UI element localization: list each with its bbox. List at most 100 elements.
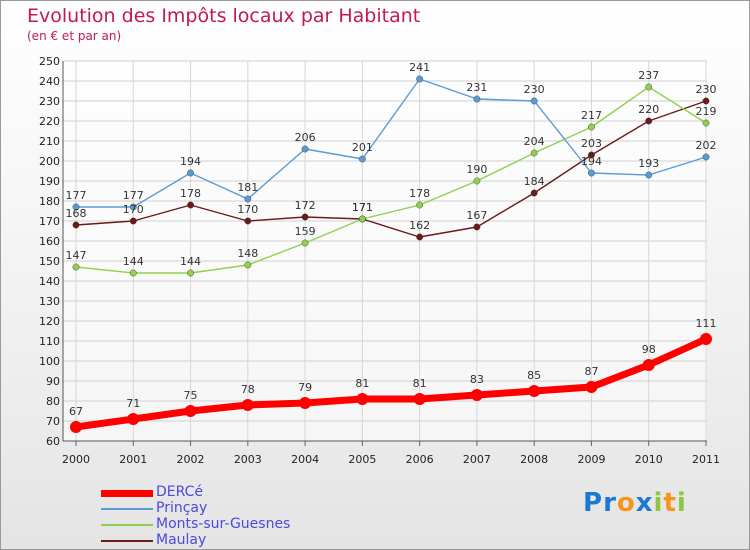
- data-label: 184: [524, 175, 545, 188]
- data-label: 87: [584, 365, 598, 378]
- data-label: 167: [466, 209, 487, 222]
- data-label: 230: [524, 83, 545, 96]
- data-point: [530, 149, 538, 157]
- data-label: 144: [123, 255, 144, 268]
- data-point: [473, 95, 481, 103]
- data-point: [301, 213, 309, 221]
- data-label: 85: [527, 369, 541, 382]
- y-tick-label: 210: [39, 135, 60, 148]
- x-tick-label: 2001: [119, 453, 147, 466]
- data-label: 237: [638, 69, 659, 82]
- data-label: 67: [69, 405, 83, 418]
- legend-label: Prinçay: [156, 500, 208, 516]
- legend-swatch: [101, 508, 153, 510]
- y-tick-label: 200: [39, 155, 60, 168]
- chart-subtitle: (en € et par an): [27, 29, 122, 43]
- y-tick-label: 140: [39, 275, 60, 288]
- series-line: [75, 86, 707, 274]
- data-label: 81: [413, 377, 427, 390]
- data-label: 168: [66, 207, 87, 220]
- data-label: 194: [180, 155, 201, 168]
- x-tick-label: 2008: [520, 453, 548, 466]
- data-point: [645, 117, 653, 125]
- data-label: 170: [123, 203, 144, 216]
- logo-letter: P: [583, 488, 604, 518]
- data-point: [72, 203, 80, 211]
- data-label: 219: [696, 105, 717, 118]
- y-tick-label: 120: [39, 315, 60, 328]
- data-point: [416, 233, 424, 241]
- y-tick-label: 90: [46, 375, 60, 388]
- data-point: [413, 393, 426, 405]
- logo-letter: x: [635, 488, 654, 518]
- data-point: [358, 155, 366, 163]
- data-point: [528, 385, 541, 397]
- y-tick-label: 180: [39, 195, 60, 208]
- data-point: [72, 221, 80, 229]
- data-label: 144: [180, 255, 201, 268]
- data-label: 181: [237, 181, 258, 194]
- data-label: 147: [66, 249, 87, 262]
- data-label: 178: [409, 187, 430, 200]
- logo-letter: o: [616, 488, 636, 518]
- data-point: [187, 269, 194, 277]
- data-label: 98: [642, 343, 656, 356]
- x-tick-label: 2005: [348, 453, 376, 466]
- legend-label: DERCé: [156, 484, 204, 500]
- data-label: 203: [581, 137, 602, 150]
- chart-title: Evolution des Impôts locaux par Habitant: [27, 5, 421, 27]
- x-tick-label: 2011: [692, 453, 720, 466]
- data-label: 230: [696, 83, 717, 96]
- data-label: 159: [295, 225, 316, 238]
- data-label: 170: [237, 203, 258, 216]
- data-point: [187, 169, 194, 177]
- data-point: [244, 217, 252, 225]
- data-label: 83: [470, 373, 484, 386]
- data-point: [244, 195, 252, 203]
- data-label: 206: [295, 131, 316, 144]
- x-tick-label: 2006: [406, 453, 434, 466]
- data-point: [702, 119, 710, 127]
- logo-letter: i: [653, 488, 664, 518]
- data-label: 148: [237, 247, 258, 260]
- y-tick-label: 240: [39, 75, 60, 88]
- series-line: [75, 78, 707, 208]
- data-point: [645, 171, 653, 179]
- data-point: [530, 97, 538, 105]
- x-tick-label: 2009: [577, 453, 605, 466]
- data-point: [588, 123, 595, 131]
- data-label: 177: [66, 189, 87, 202]
- data-label: 171: [352, 201, 373, 214]
- y-tick-label: 230: [39, 95, 60, 108]
- data-label: 231: [466, 81, 487, 94]
- data-point: [642, 359, 655, 371]
- data-label: 171: [352, 201, 373, 214]
- y-tick-label: 190: [39, 175, 60, 188]
- data-label: 81: [355, 377, 369, 390]
- data-label: 193: [638, 157, 659, 170]
- data-label: 79: [298, 381, 312, 394]
- data-point: [358, 215, 366, 223]
- data-point: [470, 389, 483, 401]
- data-label: 194: [581, 155, 602, 168]
- data-label: 78: [241, 383, 255, 396]
- x-tick-label: 2000: [62, 453, 90, 466]
- y-tick-label: 60: [46, 435, 60, 448]
- data-point: [645, 83, 653, 91]
- data-point: [244, 261, 252, 269]
- data-label: 172: [295, 199, 316, 212]
- proxiti-logo: Proxiti: [583, 488, 687, 518]
- data-label: 202: [696, 139, 717, 152]
- logo-letter: i: [676, 488, 687, 518]
- data-point: [585, 381, 598, 393]
- data-point: [129, 203, 137, 211]
- data-label: 71: [126, 397, 140, 410]
- data-point: [473, 177, 481, 185]
- data-label: 204: [524, 135, 545, 148]
- y-tick-label: 130: [39, 295, 60, 308]
- data-label: 201: [352, 141, 373, 154]
- data-point: [416, 75, 424, 83]
- data-point: [241, 399, 254, 411]
- y-tick-label: 100: [39, 355, 60, 368]
